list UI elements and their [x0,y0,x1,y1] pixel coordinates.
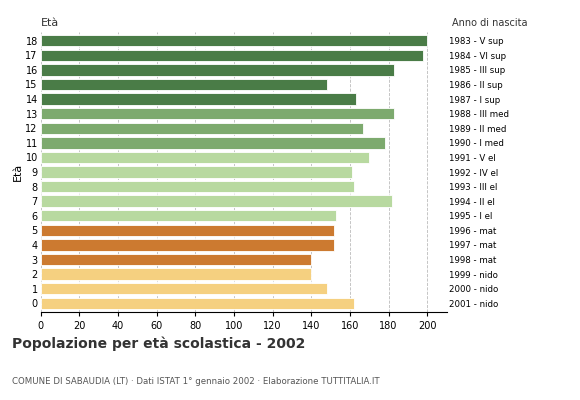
Bar [41,35,427,46]
Bar [41,50,423,61]
Bar [41,210,336,222]
Bar [41,152,369,163]
Bar [41,283,327,294]
Text: Popolazione per età scolastica - 2002: Popolazione per età scolastica - 2002 [12,336,305,351]
Legend: Sec. II grado, Sec. I grado, Scuola Primaria, Scuola dell'Infanzia, Asilo Nido: Sec. II grado, Sec. I grado, Scuola Prim… [17,0,432,2]
Bar [41,181,354,192]
Bar [41,93,356,105]
Bar [41,137,385,148]
Bar [41,268,311,280]
Bar [41,298,354,309]
Bar [41,166,352,178]
Bar [41,239,335,251]
Bar [41,196,393,207]
Bar [41,79,327,90]
Bar [41,64,394,76]
Text: Anno di nascita: Anno di nascita [452,18,528,28]
Text: Età: Età [41,18,59,28]
Bar [41,254,311,265]
Bar [41,122,364,134]
Bar [41,225,335,236]
Text: COMUNE DI SABAUDIA (LT) · Dati ISTAT 1° gennaio 2002 · Elaborazione TUTTITALIA.I: COMUNE DI SABAUDIA (LT) · Dati ISTAT 1° … [12,377,379,386]
Y-axis label: Età: Età [13,163,23,181]
Bar [41,108,394,119]
